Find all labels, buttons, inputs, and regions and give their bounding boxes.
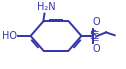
Text: HO: HO [2,31,17,41]
Text: =: = [91,28,99,37]
Text: S: S [89,29,97,42]
Text: O: O [92,44,100,54]
Text: O: O [92,18,100,28]
Text: =: = [91,35,99,44]
Text: H₂N: H₂N [37,2,56,12]
